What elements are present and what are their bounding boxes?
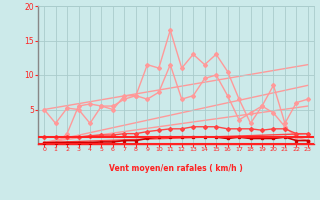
X-axis label: Vent moyen/en rafales ( km/h ): Vent moyen/en rafales ( km/h ) bbox=[109, 164, 243, 173]
